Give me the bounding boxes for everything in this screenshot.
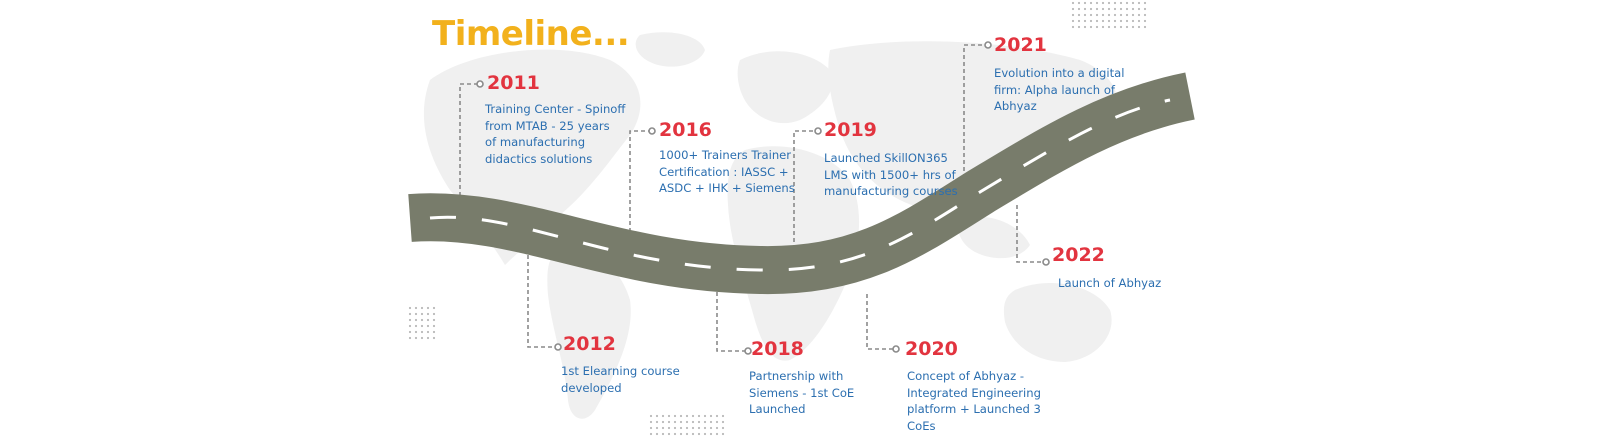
connector-rings — [476, 41, 1050, 355]
connector-2012 — [527, 255, 556, 348]
connector-2022 — [1016, 205, 1044, 263]
milestone-line: Integrated Engineering — [907, 385, 1041, 400]
road-center-dashes — [429, 98, 1171, 272]
milestone-line: Launched SkillON365 — [824, 151, 948, 165]
milestone-year-2021: 2021 — [994, 34, 1047, 56]
milestone-line: Evolution into a digital — [994, 66, 1125, 80]
map-europe — [737, 51, 833, 124]
milestone-description-2022: Launch of Abhyaz — [1058, 275, 1161, 292]
milestone-line: didactics solutions — [485, 151, 593, 166]
connector-ring-2011 — [476, 80, 484, 88]
milestone-line: Concept of Abhyaz - — [907, 369, 1025, 383]
page-title: Timeline... — [432, 14, 630, 54]
milestone-line: CoEs — [907, 418, 936, 433]
milestone-line: platform + Launched 3 — [907, 402, 1041, 417]
milestone-line: Partnership with — [749, 369, 844, 383]
milestone-line: LMS with 1500+ hrs of — [824, 167, 956, 182]
connector-ring-2020 — [892, 345, 900, 353]
milestone-line: ASDC + IHK + Siemens — [659, 181, 795, 196]
map-greenland — [635, 32, 705, 67]
connector-ring-2018 — [744, 347, 752, 355]
milestone-line: developed — [561, 380, 622, 395]
milestone-line: 1000+ Trainers Trainer — [659, 148, 792, 162]
milestone-year-2018: 2018 — [751, 338, 804, 360]
connectors — [459, 44, 1044, 352]
milestone-year-2022: 2022 — [1052, 244, 1105, 266]
milestone-year-2012: 2012 — [563, 333, 616, 355]
milestone-line: Abhyaz — [994, 99, 1037, 114]
milestone-year-2020: 2020 — [905, 338, 958, 360]
connector-2016 — [629, 130, 650, 246]
milestone-description-2011: Training Center - Spinoff from MTAB - 25 … — [485, 101, 625, 167]
milestone-line: of manufacturing — [485, 135, 586, 150]
connector-ring-2019 — [814, 127, 822, 135]
milestone-year-2016: 2016 — [659, 119, 712, 141]
milestone-year-2011: 2011 — [487, 72, 540, 94]
milestone-line: Certification : IASSC + — [659, 164, 789, 179]
connector-2011 — [459, 83, 478, 196]
dot-pattern-top-right — [1071, 1, 1147, 29]
milestone-line: Siemens - 1st CoE — [749, 385, 855, 400]
connector-ring-2012 — [554, 343, 562, 351]
connector-2018 — [716, 292, 746, 352]
milestone-line: Launched — [749, 402, 806, 417]
connector-ring-2016 — [648, 127, 656, 135]
milestone-line: Launch of Abhyaz — [1058, 276, 1162, 290]
map-south-america — [547, 249, 631, 419]
connector-ring-2021 — [984, 41, 992, 49]
milestone-description-2018: Partnership with Siemens - 1st CoE Launche… — [749, 368, 854, 418]
milestone-description-2021: Evolution into a digital firm: Alpha laun… — [994, 65, 1124, 115]
milestone-description-2020: Concept of Abhyaz - Integrated Engineerin… — [907, 368, 1041, 434]
milestone-line: from MTAB - 25 years — [485, 118, 610, 133]
connector-ring-2022 — [1042, 258, 1050, 266]
milestone-description-2012: 1st Elearning course developed — [561, 363, 680, 396]
milestone-line: Training Center - Spinoff — [485, 102, 626, 116]
map-australia — [1003, 282, 1112, 362]
connector-2021 — [963, 44, 986, 192]
milestone-year-2019: 2019 — [824, 119, 877, 141]
milestone-description-2016: 1000+ Trainers Trainer Certification : IA… — [659, 147, 795, 197]
dot-pattern-left — [408, 306, 436, 340]
road — [408, 72, 1195, 295]
dot-pattern-bottom — [649, 414, 725, 436]
connector-2020 — [866, 294, 894, 350]
map-southeast-asia — [958, 216, 1030, 259]
milestone-line: 1st Elearning course — [561, 364, 680, 378]
milestone-line: manufacturing courses — [824, 184, 958, 199]
milestone-line: firm: Alpha launch of — [994, 82, 1116, 97]
milestone-description-2019: Launched SkillON365 LMS with 1500+ hrs of… — [824, 150, 958, 200]
dot-patterns — [408, 1, 1147, 436]
